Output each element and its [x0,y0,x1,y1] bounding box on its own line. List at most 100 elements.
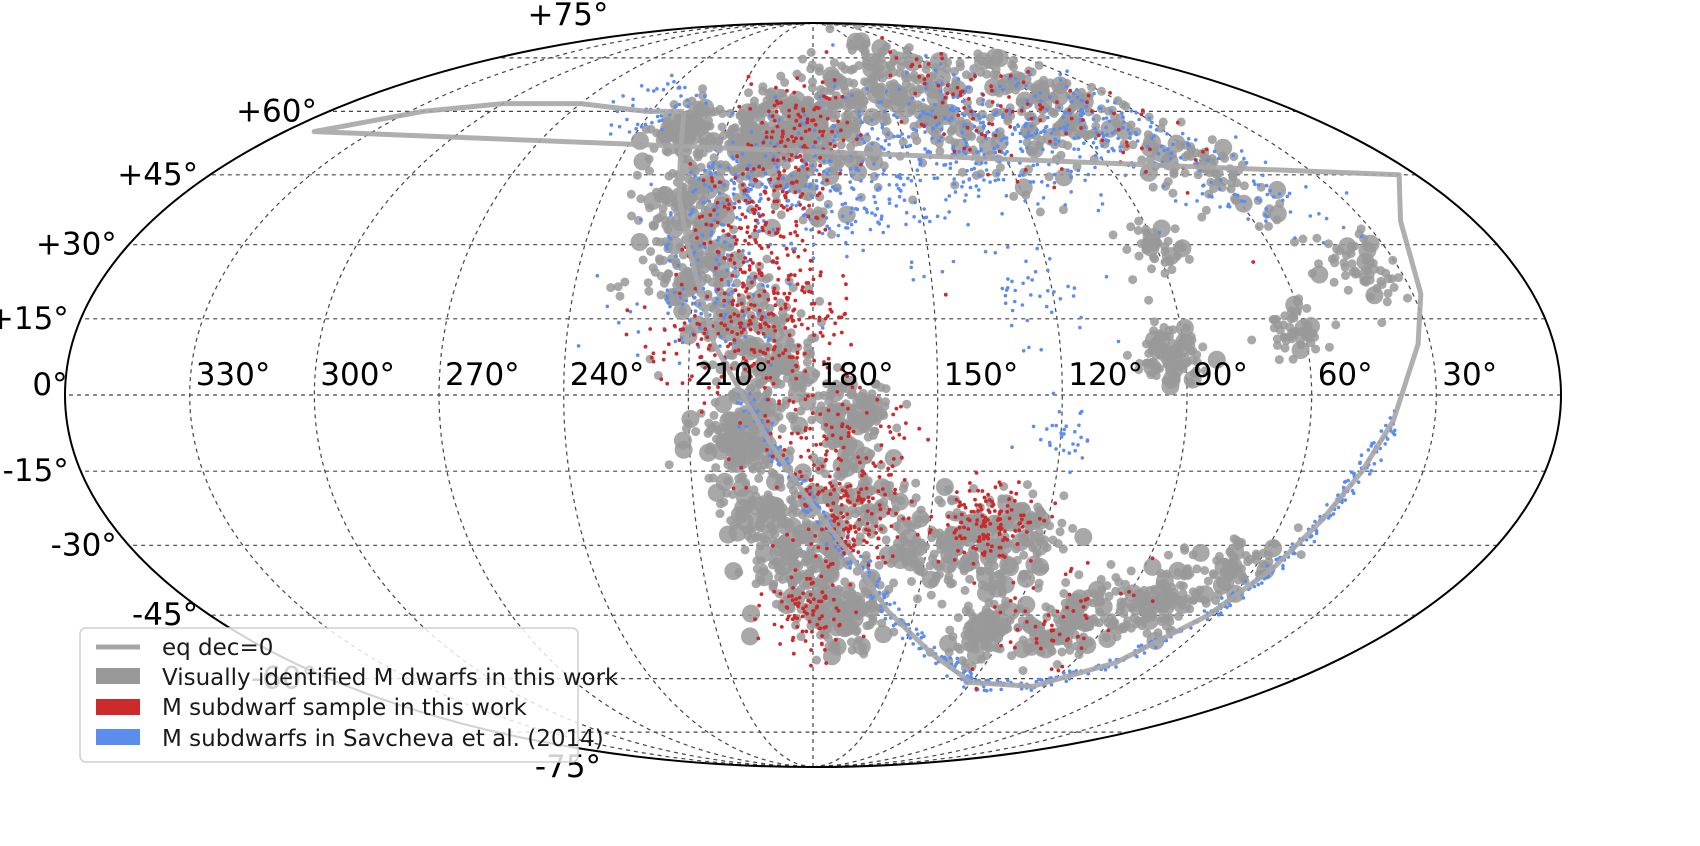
savcheva-msubdwarf-point [717,191,722,195]
savcheva-msubdwarf-point [673,105,677,109]
visual-mdwarf-point [980,634,990,644]
msubdwarf-sample-point [750,280,754,285]
savcheva-msubdwarf-point [1041,196,1046,200]
savcheva-msubdwarf-point [803,212,807,217]
visual-mdwarf-point [993,624,1003,634]
savcheva-msubdwarf-point [881,230,885,235]
graticule-meridian [438,23,814,767]
savcheva-msubdwarf-point [609,123,614,127]
visual-mdwarf-point [1111,586,1121,596]
visual-mdwarf-point [1059,606,1078,625]
savcheva-msubdwarf-point [1023,199,1027,203]
savcheva-msubdwarf-point [731,140,735,145]
visual-mdwarf-point [959,566,969,576]
visual-mdwarf-point [765,495,775,505]
savcheva-msubdwarf-point [693,309,698,313]
savcheva-msubdwarf-point [1099,106,1103,111]
visual-mdwarf-point [863,432,873,442]
savcheva-msubdwarf-point [730,111,735,115]
visual-mdwarf-point [788,549,798,559]
msubdwarf-sample-point [735,332,740,336]
savcheva-msubdwarf-point [1073,448,1077,453]
savcheva-msubdwarf-point [1126,128,1130,132]
visual-mdwarf-point [664,460,674,470]
savcheva-msubdwarf-point [858,114,862,118]
savcheva-msubdwarf-point [1025,146,1029,150]
msubdwarf-sample-point [746,307,751,312]
visual-mdwarf-point [1370,264,1380,274]
savcheva-msubdwarf-point [838,168,843,173]
savcheva-msubdwarf-point [979,161,984,165]
msubdwarf-sample-point [770,356,775,361]
msubdwarf-sample-point [732,234,737,239]
savcheva-msubdwarf-point [1062,432,1066,436]
savcheva-msubdwarf-point [972,124,977,129]
savcheva-msubdwarf-point [1073,429,1077,434]
visual-mdwarf-point [1111,573,1121,582]
savcheva-msubdwarf-point [812,128,817,133]
savcheva-msubdwarf-point [694,93,699,98]
savcheva-msubdwarf-point [1009,323,1014,328]
visual-mdwarf-point [776,516,795,535]
visual-mdwarf-point [674,440,693,459]
savcheva-msubdwarf-point [931,126,936,131]
savcheva-msubdwarf-point [773,95,778,99]
savcheva-msubdwarf-point [778,445,783,449]
msubdwarf-sample-point [733,349,737,354]
savcheva-msubdwarf-point [1195,199,1199,203]
visual-mdwarf-point [626,189,636,199]
savcheva-msubdwarf-point [722,316,726,320]
visual-mdwarf-point [852,637,871,656]
savcheva-msubdwarf-point [883,616,888,621]
savcheva-msubdwarf-point [1004,194,1009,198]
visual-mdwarf-point [1057,518,1067,528]
msubdwarf-sample-point [817,230,821,235]
msubdwarf-sample-point [748,327,753,332]
visual-mdwarf-point [814,66,824,76]
msubdwarf-sample-point [758,349,763,353]
visual-mdwarf-point [760,460,769,470]
savcheva-msubdwarf-point [831,138,835,143]
savcheva-msubdwarf-point [744,424,748,429]
savcheva-msubdwarf-point [693,174,697,178]
savcheva-msubdwarf-point [862,140,867,145]
visual-mdwarf-point [1035,207,1045,217]
savcheva-msubdwarf-point [1034,131,1038,136]
savcheva-msubdwarf-point [1075,88,1079,92]
visual-mdwarf-point [1128,275,1138,285]
savcheva-msubdwarf-point [1255,196,1259,201]
msubdwarf-sample-point [793,324,797,329]
visual-mdwarf-point [1254,222,1264,231]
visual-mdwarf-point [758,104,768,114]
visual-mdwarf-point [1063,141,1073,150]
savcheva-msubdwarf-point [716,235,721,240]
msubdwarf-sample-point [718,313,723,318]
savcheva-msubdwarf-point [868,227,873,232]
savcheva-msubdwarf-point [887,142,891,147]
msubdwarf-sample-point [773,303,778,308]
visual-mdwarf-point [969,618,979,628]
visual-mdwarf-point [837,585,856,604]
savcheva-msubdwarf-point [1066,168,1070,172]
visual-mdwarf-point [863,108,882,127]
visual-mdwarf-point [1200,566,1210,575]
savcheva-msubdwarf-point [741,249,745,253]
visual-mdwarf-point [837,205,856,224]
visual-mdwarf-point [829,113,839,123]
visual-mdwarf-point [865,620,875,630]
visual-mdwarf-point [902,399,912,409]
savcheva-msubdwarf-point [1106,149,1111,154]
msubdwarf-sample-point [807,203,811,208]
savcheva-msubdwarf-point [1317,212,1321,216]
visual-mdwarf-point [709,410,719,420]
savcheva-msubdwarf-point [719,222,724,227]
savcheva-msubdwarf-point [1052,290,1056,294]
savcheva-msubdwarf-point [631,103,635,108]
visual-mdwarf-point [1030,537,1049,556]
visual-mdwarf-point [644,286,654,296]
savcheva-msubdwarf-point [1264,219,1268,223]
savcheva-msubdwarf-point [723,240,727,244]
visual-mdwarf-point [1264,221,1273,231]
visual-mdwarf-point [1044,172,1054,182]
savcheva-msubdwarf-point [875,206,880,211]
